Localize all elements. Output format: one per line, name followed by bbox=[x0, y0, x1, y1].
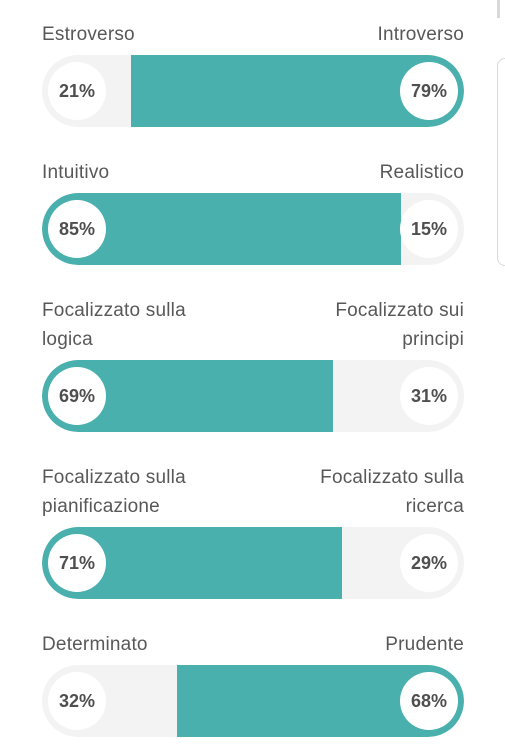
trait-left-percent: 71% bbox=[48, 534, 106, 592]
trait-bar: 21% 79% bbox=[42, 55, 464, 127]
trait-left-percent: 21% bbox=[48, 62, 106, 120]
trait-right-label: Prudente bbox=[385, 634, 464, 655]
trait-bar: 32% 68% bbox=[42, 665, 464, 737]
trait-left-label: Focalizzato sulla logica bbox=[42, 300, 186, 350]
trait-left-percent: 32% bbox=[48, 672, 106, 730]
trait-right-label: Realistico bbox=[379, 162, 464, 183]
trait-bar: 69% 31% bbox=[42, 360, 464, 432]
trait-left-label: Focalizzato sulla pianificazione bbox=[42, 467, 186, 517]
top-edge-mark bbox=[497, 0, 500, 18]
trait-right-percent: 31% bbox=[400, 367, 458, 425]
trait-left-percent: 69% bbox=[48, 367, 106, 425]
trait-left-label: Determinato bbox=[42, 634, 148, 655]
trait-left-label: Estroverso bbox=[42, 24, 135, 45]
trait-left-label: Intuitivo bbox=[42, 162, 110, 183]
trait-right-label: Focalizzato sulla ricerca bbox=[320, 467, 464, 517]
trait-right-label: Introverso bbox=[377, 24, 464, 45]
trait-right-percent: 29% bbox=[400, 534, 458, 592]
trait-bar: 71% 29% bbox=[42, 527, 464, 599]
trait-right-percent: 79% bbox=[400, 62, 458, 120]
trait-right-percent: 68% bbox=[400, 672, 458, 730]
side-card-edge bbox=[497, 58, 505, 266]
trait-right-label: Focalizzato sui principi bbox=[335, 300, 464, 350]
trait-left-percent: 85% bbox=[48, 200, 106, 258]
trait-bar: 85% 15% bbox=[42, 193, 464, 265]
trait-right-percent: 15% bbox=[400, 200, 458, 258]
